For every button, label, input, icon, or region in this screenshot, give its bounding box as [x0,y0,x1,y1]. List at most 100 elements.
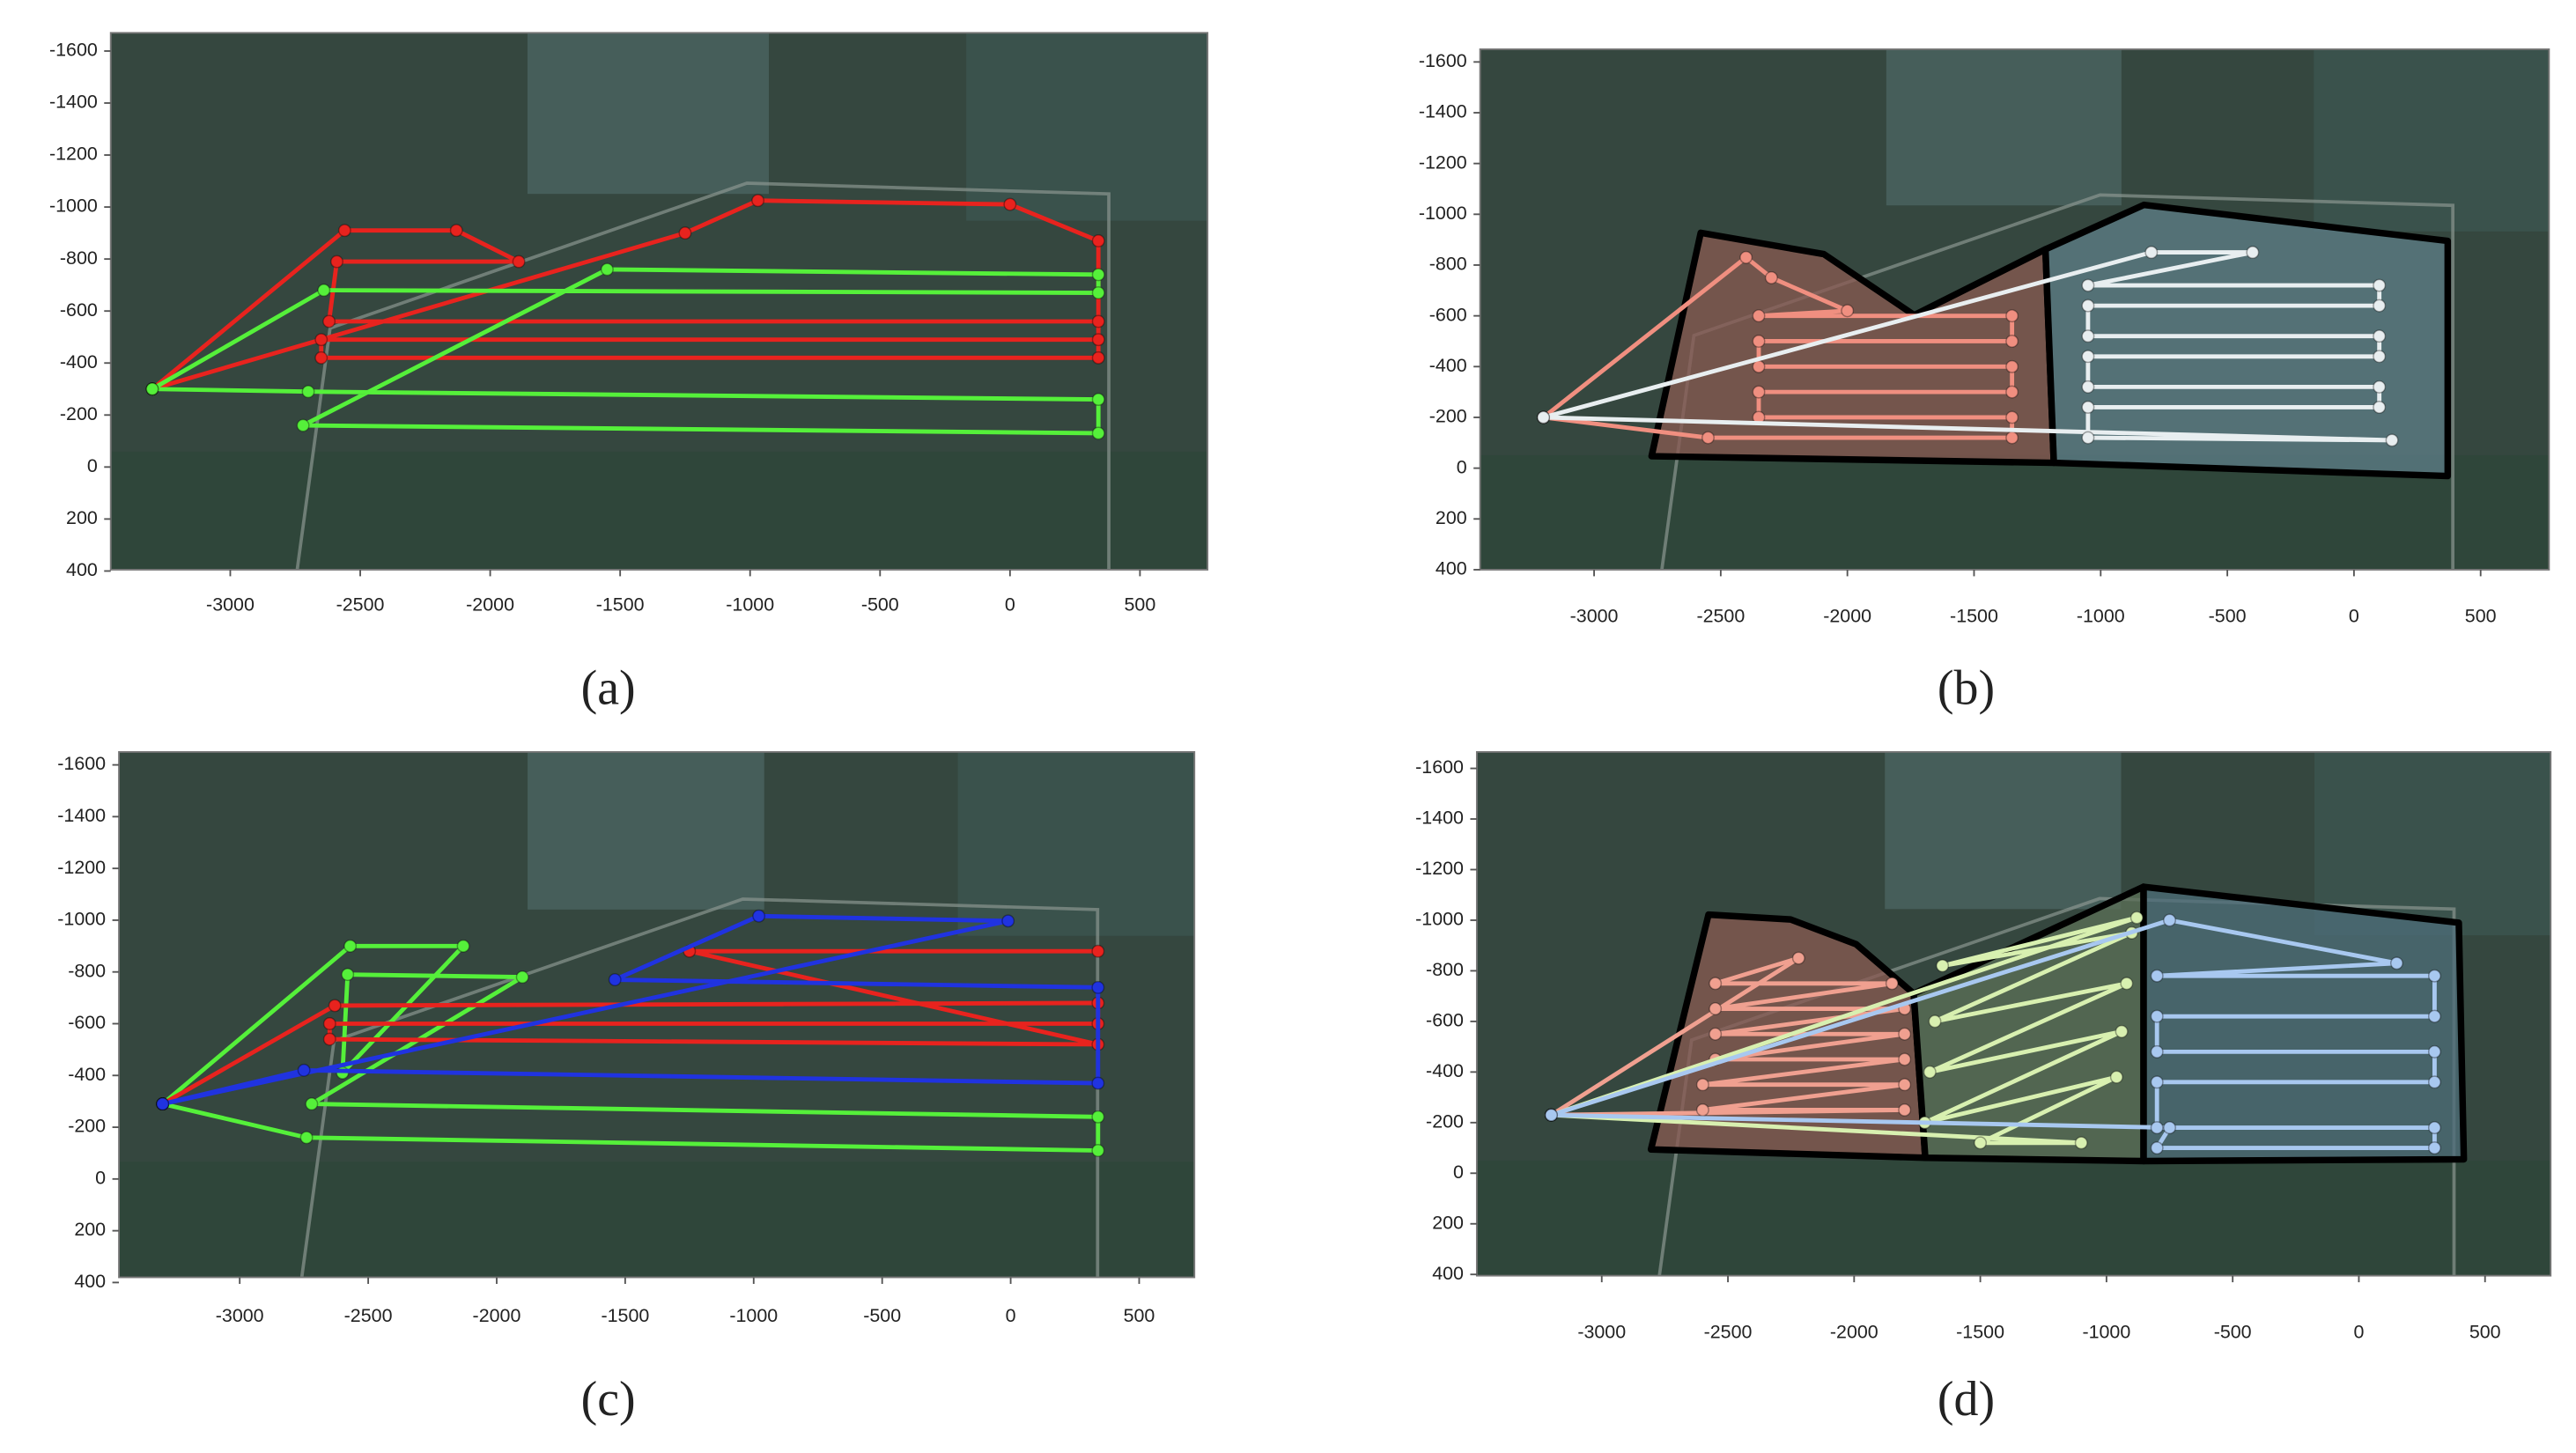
waypoint [2427,1141,2441,1155]
waypoint [2144,246,2159,260]
panel: -1600-1400-1200-1000-800-600-400-2000200… [1419,48,2550,716]
y-tick-label: -1200 [57,857,106,878]
waypoint [343,939,358,953]
plot-frame [109,32,1209,571]
waypoint [751,194,765,208]
waypoint [314,333,328,347]
y-tick-label: -200 [1426,1110,1464,1132]
waypoint [600,262,614,277]
waypoint [1091,944,1105,958]
waypoint [1974,1136,1988,1150]
waypoint [297,1063,311,1077]
x-tick-label: 500 [2465,606,2497,627]
waypoint [2005,385,2019,399]
waypoint [2005,431,2019,445]
waypoint [337,224,351,238]
waypoint [2373,350,2387,364]
y-tick-label: -1600 [49,40,98,61]
waypoint [2081,278,2095,292]
map-field [528,751,764,910]
waypoint [1091,1076,1105,1090]
waypoint [2081,380,2095,394]
x-tick-label: -2000 [1823,606,1871,627]
waypoint [314,350,328,365]
y-tick-label: 200 [66,507,98,528]
x-tick-label: -500 [861,594,899,616]
waypoint [145,382,159,396]
waypoint [1091,234,1105,247]
panel: -1600-1400-1200-1000-800-600-400-2000200… [49,32,1209,716]
waypoint [322,1032,336,1046]
y-tick-label: -600 [1426,1010,1464,1031]
waypoint [1091,426,1105,440]
y-tick-label: -1200 [49,144,98,165]
x-tick-label: -500 [863,1305,901,1326]
x-tick-label: -3000 [206,594,255,616]
x-tick-label: 500 [1124,1305,1155,1326]
waypoint [2150,1044,2164,1058]
x-tick-label: -2500 [1696,606,1745,627]
waypoint [512,254,526,269]
waypoint [1898,1027,1912,1041]
y-tick-label: -200 [68,1116,106,1137]
y-tick-label: -1400 [1415,808,1464,829]
waypoint [317,284,331,298]
y-tick-label: -600 [60,299,98,321]
waypoint [1752,359,1766,373]
waypoint [328,999,342,1013]
y-tick-label: 0 [1453,1162,1464,1183]
x-tick-label: 0 [2349,606,2359,627]
y-tick-label: -600 [68,1012,106,1033]
y-tick-label: -1400 [49,92,98,113]
plot-frame [118,750,1196,1279]
x-tick-label: 0 [2353,1322,2364,1343]
waypoint [330,254,343,269]
route-line [151,198,1101,392]
waypoint [1695,1078,1709,1092]
waypoint [2005,335,2019,348]
x-tick-label: -3000 [1570,606,1619,627]
x-tick-label: -500 [2214,1322,2252,1343]
waypoint [1923,1065,1937,1079]
waypoint [2373,278,2387,292]
waypoint [2005,410,2019,424]
waypoint [2427,1009,2441,1023]
y-tick-label: -1000 [57,909,106,930]
x-tick-label: -1500 [596,594,645,616]
map-field [1476,1160,2551,1276]
map-field [1885,751,2122,910]
waypoint [305,1097,319,1111]
waypoint [449,224,463,238]
waypoint [2005,359,2019,373]
waypoint [1739,250,1753,264]
x-tick-label: -500 [2209,606,2247,627]
waypoint [1091,1110,1105,1124]
waypoint [2081,400,2095,414]
waypoint [1091,333,1105,347]
waypoint [1091,268,1105,282]
waypoint [2081,350,2095,364]
y-tick-label: 200 [1432,1212,1464,1233]
x-tick-label: -1000 [2077,606,2125,627]
waypoint [2081,299,2095,313]
waypoint [322,314,336,328]
waypoint [1091,393,1105,407]
waypoint [1709,977,1723,991]
waypoint [1752,335,1766,348]
waypoint [1091,1144,1105,1157]
waypoint [456,939,470,953]
y-tick-label: -400 [68,1064,106,1085]
waypoint [2150,969,2164,983]
waypoint [1885,977,1899,991]
y-tick-label: 400 [1436,558,1467,579]
x-tick-label: 0 [1006,1305,1016,1326]
waypoint [341,968,355,982]
x-tick-label: -1500 [1956,1322,2004,1343]
waypoint [2427,969,2441,983]
y-tick-label: -1400 [1419,101,1467,122]
waypoint [1001,914,1015,928]
x-tick-label: -1000 [726,594,774,616]
x-tick-label: -2500 [336,594,385,616]
waypoint [2373,400,2387,414]
